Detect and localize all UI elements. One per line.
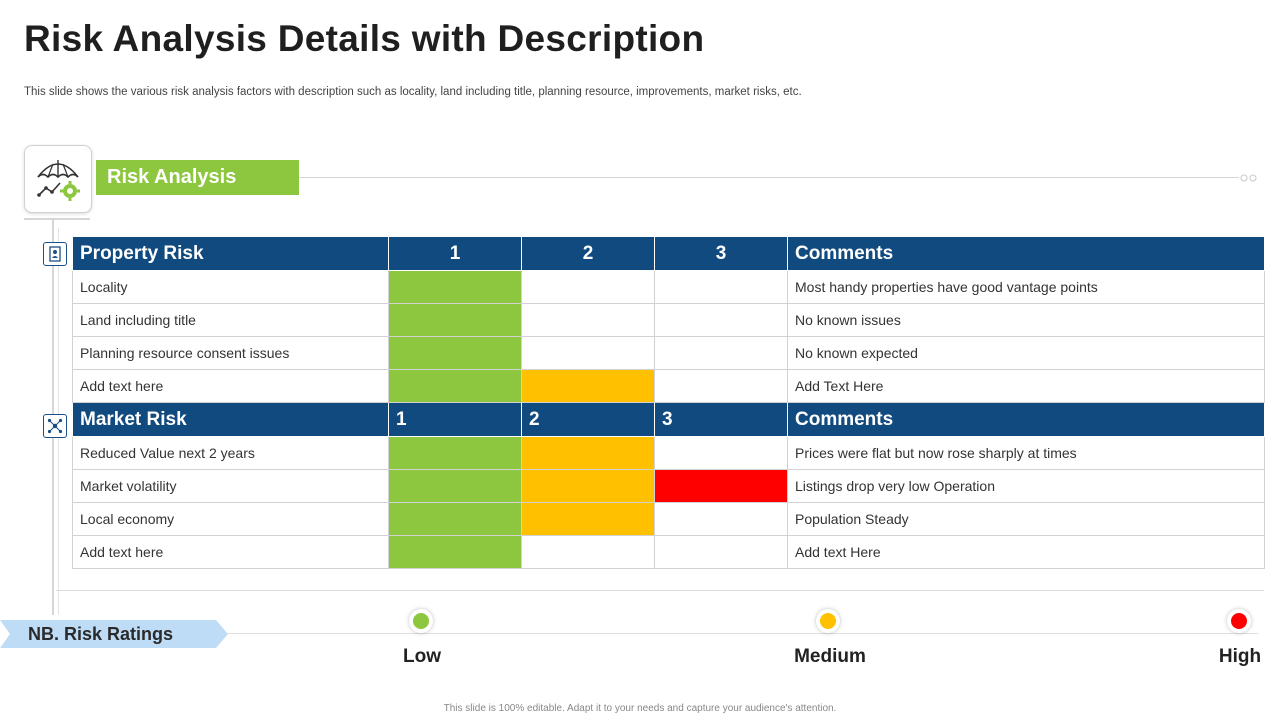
risk-table: Property Risk 1 2 3 Comments Locality Mo… [72,236,1265,569]
rating-cell [388,303,522,337]
row-label: Planning resource consent issues [72,336,389,370]
rating-cell [521,303,655,337]
table-row: Add text here Add text Here [72,535,1265,569]
footer-note: This slide is 100% editable. Adapt it to… [443,703,837,714]
line-end-dots-icon [1240,174,1257,182]
rating-cell [654,436,788,470]
risk-ratings-title: NB. Risk Ratings [28,624,174,644]
rating-cell [654,303,788,337]
umbrella-growth-gear-icon [37,160,80,201]
high-dot-fill [1231,613,1247,629]
property-risk-header: Property Risk 1 2 3 Comments [72,236,1265,271]
rating-cell [388,502,522,536]
header-cell: 3 [654,236,788,271]
document-person-icon [49,246,61,262]
header-cell: Property Risk [72,236,389,271]
row-comment: No known issues [787,303,1265,337]
market-risk-icon-box [43,414,67,438]
rating-cell [388,436,522,470]
table-row: Reduced Value next 2 years Prices were f… [72,436,1265,470]
row-comment: Prices were flat but now rose sharply at… [787,436,1265,470]
rating-cell [654,336,788,370]
rating-cell [654,270,788,304]
table-row: Add text here Add Text Here [72,369,1265,403]
header-cell: 2 [521,402,655,437]
rating-cell [521,336,655,370]
market-risk-header: Market Risk 1 2 3 Comments [72,402,1265,437]
header-cell: 1 [388,236,522,271]
row-label: Land including title [72,303,389,337]
header-cell: 2 [521,236,655,271]
table-row: Locality Most handy properties have good… [72,270,1265,304]
rating-cell [521,502,655,536]
network-icon [47,418,63,434]
rating-cell [388,469,522,503]
low-rating-label: Low [403,646,441,667]
table-row: Land including title No known issues [72,303,1265,337]
table-row: Local economy Population Steady [72,502,1265,536]
high-rating-dot [1227,609,1251,633]
table-row: Planning resource consent issues No know… [72,336,1265,370]
tag-arrow-shape [0,620,228,648]
row-comment: Add text Here [787,535,1265,569]
rating-cell [654,469,788,503]
rating-cell [521,535,655,569]
rating-cell [521,270,655,304]
row-label: Locality [72,270,389,304]
header-cell: Comments [787,402,1265,437]
rating-cell [521,469,655,503]
header-cell: 3 [654,402,788,437]
rating-cell [388,369,522,403]
property-risk-icon-box [43,242,67,266]
rating-cell [654,502,788,536]
table-row: Market volatility Listings drop very low… [72,469,1265,503]
ratings-line [228,633,1258,634]
rating-cell [654,369,788,403]
icon-underline [24,218,90,220]
rating-cell [521,369,655,403]
rating-cell [388,535,522,569]
row-label: Add text here [72,535,389,569]
risk-ratings-tag [0,620,228,648]
row-comment: Most handy properties have good vantage … [787,270,1265,304]
row-label: Reduced Value next 2 years [72,436,389,470]
medium-rating-dot [816,609,840,633]
low-dot-fill [413,613,429,629]
header-cell: Market Risk [72,402,389,437]
row-comment: No known expected [787,336,1265,370]
section-label: Risk Analysis [96,160,299,195]
row-comment: Population Steady [787,502,1265,536]
table-bottom-divider [56,590,1264,591]
row-label: Local economy [72,502,389,536]
rating-cell [388,270,522,304]
medium-rating-label: Medium [794,646,866,667]
low-rating-dot [409,609,433,633]
high-rating-label: High [1218,646,1262,667]
rating-cell [654,535,788,569]
row-comment: Add Text Here [787,369,1265,403]
page-subtitle: This slide shows the various risk analys… [24,86,802,98]
row-label: Market volatility [72,469,389,503]
header-cell: Comments [787,236,1265,271]
section-divider [299,177,1239,178]
header-cell: 1 [388,402,522,437]
row-label: Add text here [72,369,389,403]
page-title: Risk Analysis Details with Description [24,18,705,59]
rating-cell [521,436,655,470]
rating-cell [388,336,522,370]
row-comment: Listings drop very low Operation [787,469,1265,503]
medium-dot-fill [820,613,836,629]
risk-analysis-icon-box [24,145,92,213]
